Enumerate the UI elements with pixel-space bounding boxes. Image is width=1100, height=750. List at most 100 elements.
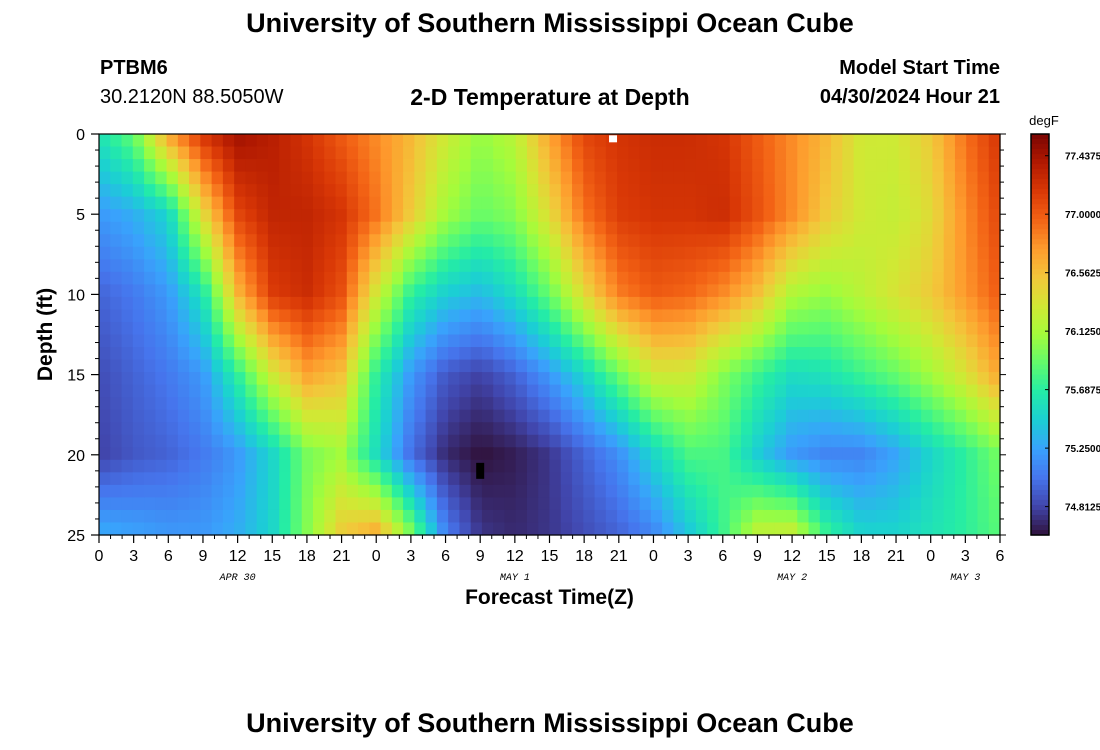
heatmap-cell	[391, 146, 404, 160]
heatmap-cell	[121, 384, 134, 398]
heatmap-cell	[898, 209, 911, 223]
heatmap-cell	[515, 522, 528, 536]
heatmap-cell	[932, 296, 945, 311]
heatmap-cell	[909, 159, 922, 173]
heatmap-cell	[898, 309, 911, 323]
heatmap-cell	[403, 434, 415, 448]
heatmap-cell	[943, 472, 956, 486]
heatmap-cell	[921, 397, 934, 411]
x-tick-label: 12	[506, 548, 524, 565]
heatmap-cell	[763, 134, 776, 148]
heatmap-cell	[346, 422, 359, 436]
heatmap-cell	[380, 347, 393, 361]
heatmap-cell	[740, 309, 753, 323]
heatmap-cell	[470, 296, 483, 311]
heatmap-cell	[121, 422, 134, 436]
heatmap-cell	[369, 171, 382, 185]
heatmap-cell	[245, 522, 258, 536]
heatmap-cell	[211, 522, 224, 536]
heatmap-cell	[617, 271, 629, 285]
heatmap-cell	[763, 146, 776, 160]
heatmap-cell	[853, 334, 866, 348]
heatmap-cell	[346, 409, 359, 423]
heatmap-cell	[324, 184, 337, 198]
heatmap-cell	[831, 171, 843, 185]
heatmap-cell	[786, 409, 798, 423]
heatmap-cell	[594, 159, 607, 173]
colorbar-swatch	[1031, 344, 1049, 351]
heatmap-cell	[470, 509, 483, 524]
heatmap-cell	[166, 309, 179, 323]
heatmap-cell	[144, 271, 156, 285]
heatmap-cell	[279, 271, 292, 285]
heatmap-cell	[808, 246, 821, 260]
heatmap-cell	[166, 397, 179, 411]
heatmap-cell	[515, 209, 528, 223]
heatmap-cell	[301, 434, 314, 448]
heatmap-cell	[729, 447, 742, 461]
heatmap-cell	[312, 296, 325, 311]
colorbar-swatch	[1031, 334, 1049, 341]
heatmap-cell	[988, 434, 1001, 448]
heatmap-cell	[729, 234, 742, 248]
heatmap-cell	[425, 246, 438, 260]
heatmap-cell	[921, 359, 934, 373]
heatmap-cell	[819, 359, 832, 373]
heatmap-cell	[166, 384, 179, 398]
heatmap-cell	[707, 221, 720, 235]
heatmap-cell	[786, 209, 798, 223]
colorbar-swatch	[1031, 394, 1049, 401]
heatmap-cell	[831, 334, 843, 348]
heatmap-cell	[988, 522, 1001, 536]
heatmap-cell	[301, 409, 314, 423]
heatmap-cell	[774, 159, 787, 173]
heatmap-cell	[932, 309, 945, 323]
heatmap-cell	[707, 146, 720, 160]
heatmap-cell	[267, 334, 280, 348]
heatmap-cell	[729, 522, 742, 536]
heatmap-cell	[977, 159, 990, 173]
heatmap-cell	[211, 509, 224, 524]
heatmap-cell	[425, 259, 438, 273]
heatmap-cell	[740, 284, 753, 298]
heatmap-cell	[617, 221, 629, 235]
heatmap-cell	[144, 234, 156, 248]
heatmap-cell	[324, 434, 337, 448]
heatmap-cell	[211, 196, 224, 210]
heatmap-cell	[864, 434, 877, 448]
heatmap-cell	[211, 422, 224, 436]
heatmap-cell	[538, 209, 551, 223]
heatmap-cell	[538, 522, 551, 536]
heatmap-cell	[144, 309, 156, 323]
heatmap-cell	[481, 409, 494, 423]
heatmap-cell	[301, 246, 314, 260]
heatmap-cell	[842, 522, 855, 536]
heatmap-cell	[628, 234, 641, 248]
heatmap-cell	[605, 296, 618, 311]
heatmap-cell	[481, 196, 494, 210]
heatmap-cell	[876, 359, 888, 373]
heatmap-cell	[572, 522, 584, 536]
heatmap-cell	[279, 472, 292, 486]
heatmap-cell	[808, 447, 821, 461]
heatmap-cell	[279, 497, 292, 511]
heatmap-cell	[369, 221, 382, 235]
heatmap-cell	[729, 271, 742, 285]
colorbar-swatch	[1031, 469, 1049, 476]
heatmap-cell	[572, 309, 584, 323]
heatmap-cell	[695, 284, 708, 298]
heatmap-cell	[740, 397, 753, 411]
heatmap-cell	[853, 522, 866, 536]
heatmap-cell	[256, 447, 269, 461]
heatmap-cell	[842, 209, 855, 223]
heatmap-cell	[448, 134, 460, 148]
heatmap-cell	[526, 284, 539, 298]
heatmap-cell	[594, 146, 607, 160]
heatmap-cell	[436, 196, 449, 210]
heatmap-cell	[380, 384, 393, 398]
x-tick-label: 3	[684, 548, 693, 565]
heatmap-cell	[673, 509, 686, 524]
heatmap-cell	[786, 422, 798, 436]
heatmap-cell	[335, 472, 348, 486]
heatmap-cell	[932, 284, 945, 298]
